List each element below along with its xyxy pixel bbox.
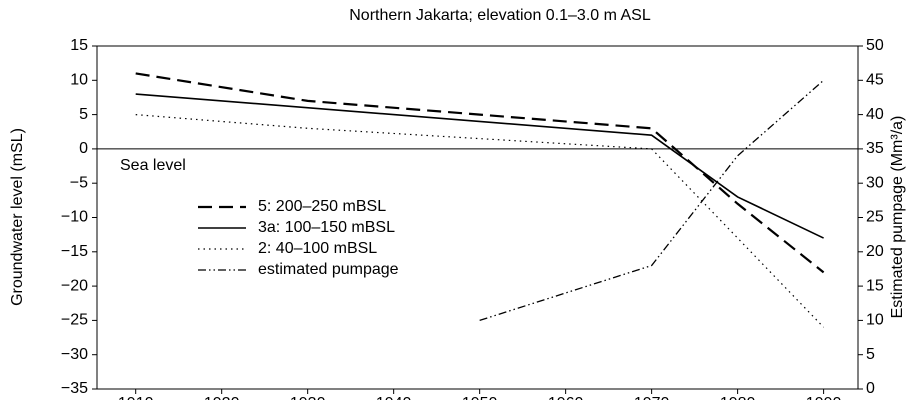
x-tick-label: 1910	[118, 395, 154, 400]
y-tick-label: −30	[61, 346, 88, 363]
y-tick-label: 0	[79, 140, 88, 157]
series-line	[135, 114, 825, 328]
series-line	[135, 93, 824, 239]
y2-tick-label: 40	[866, 106, 884, 123]
annotation: Sea level	[120, 157, 186, 174]
y-tick-label: 15	[70, 37, 88, 54]
legend-label: 5: 200–250 mBSL	[258, 198, 386, 215]
y2-tick-label: 20	[866, 243, 884, 260]
x-tick-label: 1950	[462, 395, 498, 400]
legend-label: estimated pumpage	[258, 261, 399, 278]
y2-tick-label: 15	[866, 277, 884, 294]
y2-tick-label: 25	[866, 209, 884, 226]
y2-tick-label: 45	[866, 72, 884, 89]
legend-label: 2: 40–100 mBSL	[258, 240, 377, 257]
y2-tick-label: 35	[866, 140, 884, 157]
legend-label: 3a: 100–150 mBSL	[258, 219, 395, 236]
y-tick-label: −10	[61, 209, 88, 226]
plot-frame	[96, 45, 859, 390]
y-tick-label: 5	[79, 106, 88, 123]
y2-tick-label: 10	[866, 312, 884, 329]
y-tick-label: 10	[70, 72, 88, 89]
y-tick-label: −15	[61, 243, 88, 260]
y2-tick-label: 30	[866, 174, 884, 191]
series-line	[135, 72, 825, 274]
y2-tick-label: 5	[866, 346, 875, 363]
y-tick-label: −25	[61, 312, 88, 329]
y2-axis-label: Estimated pumpage (Mm³/a)	[889, 116, 906, 319]
x-tick-label: 1990	[806, 395, 842, 400]
y2-tick-label: 50	[866, 37, 884, 54]
y2-tick-label: 0	[866, 380, 875, 397]
x-tick-label: 1970	[634, 395, 670, 400]
y-tick-label: −35	[61, 380, 88, 397]
y-tick-label: −5	[70, 174, 88, 191]
x-tick-label: 1920	[204, 395, 240, 400]
y-axis-label: Groundwater level (mSL)	[9, 128, 26, 306]
chart-title: Northern Jakarta; elevation 0.1–3.0 m AS…	[349, 7, 651, 24]
x-tick-label: 1960	[548, 395, 584, 400]
x-tick-label: 1930	[290, 395, 326, 400]
x-tick-label: 1940	[376, 395, 412, 400]
y-tick-label: −20	[61, 277, 88, 294]
x-tick-label: 1980	[720, 395, 756, 400]
series-line	[479, 79, 825, 322]
